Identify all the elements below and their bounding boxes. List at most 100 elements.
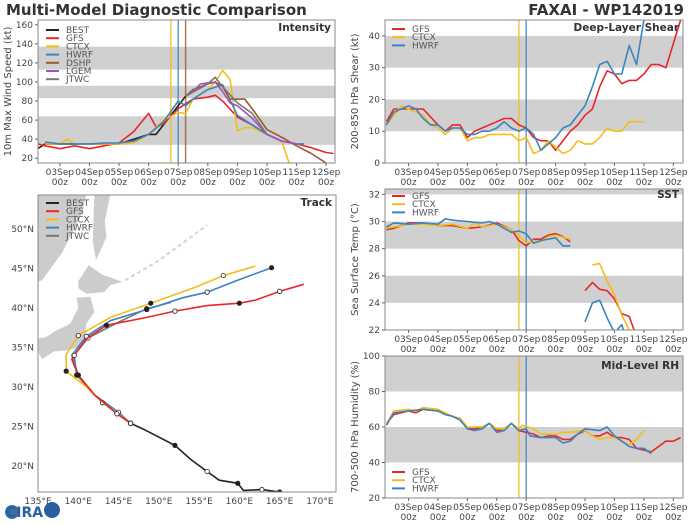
panel-title: Deep-Layer Shear xyxy=(573,22,679,34)
y-tick-label: 20 xyxy=(22,154,34,164)
x-tick-label-hour: 00z xyxy=(606,178,622,188)
panel-title: Intensity xyxy=(278,22,331,34)
x-tick-label-date: 09Sep xyxy=(571,168,600,178)
legend-label-ctcx: CTCX xyxy=(66,42,90,52)
x-tick-label-date: 09Sep xyxy=(571,335,600,345)
x-tick-label-hour: 00z xyxy=(665,345,681,355)
series-line-ctcx xyxy=(385,105,644,155)
x-tick-label-date: 05Sep xyxy=(453,503,482,513)
storm-title: FAXAI - WP142019 xyxy=(528,1,684,19)
legend-label-hwrf: HWRF xyxy=(66,51,93,61)
legend-label-ctcx: CTCX xyxy=(412,476,436,486)
x-tick-label-date: 09Sep xyxy=(223,168,252,178)
x-tick-label-date: 07Sep xyxy=(512,503,541,513)
track-panel: 135°E 140°E 145°E 150°E 155°E 160°E 165°E 170°E… xyxy=(11,194,337,507)
x-tick-label-hour: 00z xyxy=(430,345,446,355)
legend-label-ctcx: CTCX xyxy=(66,215,90,225)
x-tick-label-date: 11Sep xyxy=(282,168,311,178)
track-point xyxy=(75,372,81,378)
legend-label-ctcx: CTCX xyxy=(412,200,436,210)
land-mass xyxy=(30,354,36,363)
x-tick-label-date: 06Sep xyxy=(134,168,163,178)
y-tick-label: 60 xyxy=(22,116,34,126)
x-tick-label-hour: 00z xyxy=(518,513,534,523)
x-tick-label-date: 06Sep xyxy=(483,503,512,513)
x-tick-label-hour: 00z xyxy=(52,178,68,188)
track-point xyxy=(63,368,69,374)
legend-label-dshp: DSHP xyxy=(66,59,91,69)
shaded-band xyxy=(385,275,683,303)
x-tick-label-date: 05Sep xyxy=(105,168,134,178)
track-point xyxy=(128,420,134,426)
x-tick-label-date: 06Sep xyxy=(483,168,512,178)
x-tick-label-date: 04Sep xyxy=(424,168,453,178)
figure-title: Multi-Model Diagnostic Comparison xyxy=(6,1,307,19)
x-tick-label-hour: 00z xyxy=(577,178,593,188)
x-tick-label-hour: 00z xyxy=(400,345,416,355)
x-tick-label-date: 10Sep xyxy=(600,168,629,178)
shaded-band xyxy=(385,427,683,463)
lon-tick-label: 165°E xyxy=(266,497,294,507)
lon-tick-label: 160°E xyxy=(226,497,254,507)
x-tick-label-hour: 00z xyxy=(548,345,564,355)
x-tick-label-date: 03Sep xyxy=(394,168,423,178)
y-tick-label: 30 xyxy=(369,64,381,74)
lat-tick-label: 50°N xyxy=(11,225,34,235)
x-tick-label-date: 11Sep xyxy=(630,168,659,178)
legend-label-gfs: GFS xyxy=(412,468,430,478)
panel-title: SST xyxy=(657,189,680,201)
land-mass xyxy=(38,195,87,282)
y-tick-label: 32 xyxy=(369,190,380,200)
x-tick-label-hour: 00z xyxy=(81,178,97,188)
x-tick-label-date: 04Sep xyxy=(75,168,104,178)
x-tick-label-date: 10Sep xyxy=(600,335,629,345)
y-axis-label: 200-850 hPa Shear (kt) xyxy=(350,33,361,149)
track-point xyxy=(172,442,178,448)
x-tick-label-date: 12Sep xyxy=(659,335,688,345)
plot-frame xyxy=(384,188,684,331)
x-tick-label-hour: 00z xyxy=(606,345,622,355)
lat-tick-label: 20°N xyxy=(11,462,34,472)
lon-tick-label: 145°E xyxy=(105,497,133,507)
x-tick-label-hour: 00z xyxy=(400,513,416,523)
y-tick-label: 30 xyxy=(369,218,381,228)
x-tick-label-date: 12Sep xyxy=(312,168,341,178)
y-tick-label: 140 xyxy=(16,40,33,50)
y-tick-label: 40 xyxy=(22,135,34,145)
legend-label-ctcx: CTCX xyxy=(412,33,436,43)
y-tick-label: 20 xyxy=(369,494,381,504)
legend-label-best: BEST xyxy=(66,199,90,209)
series-line-hwrf xyxy=(385,20,645,152)
x-tick-label-hour: 00z xyxy=(518,178,534,188)
x-tick-label-date: 03Sep xyxy=(46,168,75,178)
y-tick-label: 40 xyxy=(369,32,381,42)
track-point xyxy=(277,288,283,294)
x-tick-label-hour: 00z xyxy=(459,513,475,523)
land-mass xyxy=(92,195,111,261)
x-tick-label-hour: 00z xyxy=(288,178,304,188)
x-tick-label-hour: 00z xyxy=(636,513,652,523)
lat-tick-label: 25°N xyxy=(11,422,34,432)
track-point xyxy=(75,333,81,339)
map-frame xyxy=(37,194,337,493)
track-point xyxy=(236,300,242,306)
y-tick-label: 22 xyxy=(369,326,380,336)
x-tick-label-date: 05Sep xyxy=(453,168,482,178)
x-tick-label-hour: 00z xyxy=(430,178,446,188)
plot-area xyxy=(385,189,683,330)
x-tick-label-date: 03Sep xyxy=(394,335,423,345)
x-tick-label-date: 12Sep xyxy=(659,168,688,178)
track-line-best xyxy=(130,422,280,492)
y-tick-label: 60 xyxy=(369,423,381,433)
x-tick-label-hour: 00z xyxy=(430,513,446,523)
track-point xyxy=(204,468,210,475)
x-tick-label-date: 06Sep xyxy=(483,335,512,345)
lat-tick-label: 45°N xyxy=(11,264,34,274)
x-tick-label-date: 08Sep xyxy=(541,168,570,178)
x-tick-label-hour: 00z xyxy=(518,345,534,355)
x-tick-label-hour: 00z xyxy=(170,178,186,188)
x-tick-label-date: 10Sep xyxy=(600,503,629,513)
shaded-band xyxy=(385,35,683,68)
y-tick-label: 80 xyxy=(369,388,381,398)
track-point xyxy=(259,487,265,492)
